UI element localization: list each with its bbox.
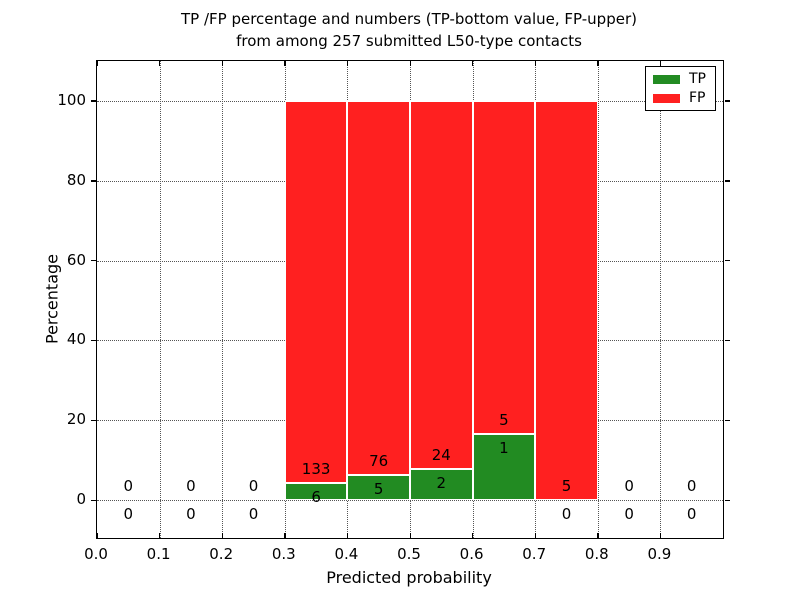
x-tick [346, 533, 349, 538]
bar-fp-segment [410, 100, 473, 470]
x-tick [221, 533, 224, 538]
bar-tp-segment [347, 475, 410, 501]
v-gridline [660, 61, 662, 538]
bar-fp-segment [472, 100, 536, 434]
y-tick [724, 499, 730, 501]
legend: TP FP [645, 66, 716, 111]
y-tick [724, 180, 730, 182]
fp-count-label: 133 [301, 459, 331, 478]
y-tick [90, 419, 96, 422]
x-tick [96, 61, 98, 66]
x-tick-label: 0.4 [334, 545, 359, 563]
tp-count-label: 2 [436, 474, 447, 493]
x-tick [346, 61, 349, 66]
bar-fp-segment [347, 100, 410, 476]
tp-count-label: 1 [499, 438, 509, 457]
legend-label-fp: FP [689, 90, 706, 106]
y-tick-label: 80 [66, 170, 86, 189]
x-tick-label: 0.5 [397, 545, 421, 563]
fp-color-swatch [653, 93, 680, 103]
plot-area: 0 0 0 0 0 0 133 6 76 5 24 2 5 1 5 0 0 0 0 0 [90, 60, 730, 539]
tp-count-label: 0 [686, 505, 697, 524]
h-gridline [97, 500, 723, 502]
tp-color-swatch [653, 74, 680, 84]
y-tick [90, 260, 96, 262]
y-tick-label: 60 [66, 250, 86, 269]
bar-tp-segment [284, 482, 348, 501]
x-tick [659, 61, 662, 66]
x-tick [159, 61, 161, 66]
x-tick-label: 0.9 [647, 545, 672, 563]
x-tick [284, 61, 286, 66]
y-tick-label: 100 [57, 90, 86, 109]
x-tick-label: 0.0 [84, 545, 108, 563]
legend-label-tp: TP [689, 71, 706, 87]
x-tick-label: 0.3 [271, 545, 296, 563]
x-tick-label: 0.2 [209, 545, 234, 563]
tp-count-label: 0 [123, 505, 134, 524]
chart-title: TP /FP percentage and numbers (TP-bottom… [96, 8, 722, 52]
tp-count-label: 0 [561, 505, 572, 524]
x-tick [534, 61, 537, 66]
bar-tp-segment [410, 469, 473, 501]
x-tick-label: 0.7 [522, 545, 547, 563]
fp-count-label: 0 [624, 477, 634, 496]
legend-entry-tp: TP [653, 72, 706, 86]
fp-count-label: 0 [186, 477, 196, 496]
x-tick-label: 0.8 [584, 545, 609, 563]
x-tick [284, 533, 286, 538]
fp-count-label: 5 [499, 410, 509, 429]
fp-count-label: 24 [431, 446, 451, 465]
x-axis-label: Predicted probability [326, 568, 492, 587]
y-tick-label: 40 [66, 330, 86, 349]
bar-tp-segment [472, 433, 536, 501]
bar-fp-segment [284, 100, 348, 483]
fp-count-label: 76 [369, 452, 389, 471]
bar-fp-segment [535, 100, 598, 501]
v-gridline [222, 61, 224, 538]
tp-count-label: 6 [311, 487, 321, 506]
y-tick [724, 100, 730, 102]
y-tick [724, 419, 730, 422]
v-gridline [597, 61, 599, 538]
x-tick-label: 0.1 [146, 545, 171, 563]
fp-count-label: 5 [561, 477, 572, 496]
x-tick [221, 61, 224, 66]
legend-entry-fp: FP [653, 91, 706, 105]
x-tick [659, 533, 662, 538]
y-tick-label: 20 [66, 410, 86, 429]
x-tick [96, 533, 98, 538]
x-tick-label: 0.6 [459, 545, 484, 563]
y-tick [724, 260, 730, 262]
y-tick [90, 180, 96, 182]
x-tick [472, 533, 474, 538]
fp-count-label: 0 [248, 477, 259, 496]
y-tick-label: 0 [76, 490, 86, 509]
x-tick [597, 533, 599, 538]
x-tick [597, 61, 599, 66]
v-gridline [159, 61, 161, 538]
x-tick [472, 61, 474, 66]
x-tick [159, 533, 161, 538]
y-tick [90, 100, 96, 102]
tp-count-label: 5 [373, 480, 384, 499]
tp-count-label: 0 [624, 505, 634, 524]
y-tick [724, 339, 730, 342]
y-tick [90, 499, 96, 501]
chart-title-line1: TP /FP percentage and numbers (TP-bottom… [181, 10, 637, 28]
x-tick [534, 533, 537, 538]
tp-count-label: 0 [186, 505, 196, 524]
y-tick [90, 339, 96, 342]
x-tick [409, 61, 411, 66]
x-tick [409, 533, 411, 538]
chart-title-line2: from among 257 submitted L50-type contac… [236, 32, 582, 50]
fp-count-label: 0 [123, 477, 134, 496]
tp-count-label: 0 [248, 505, 259, 524]
fp-count-label: 0 [686, 477, 697, 496]
